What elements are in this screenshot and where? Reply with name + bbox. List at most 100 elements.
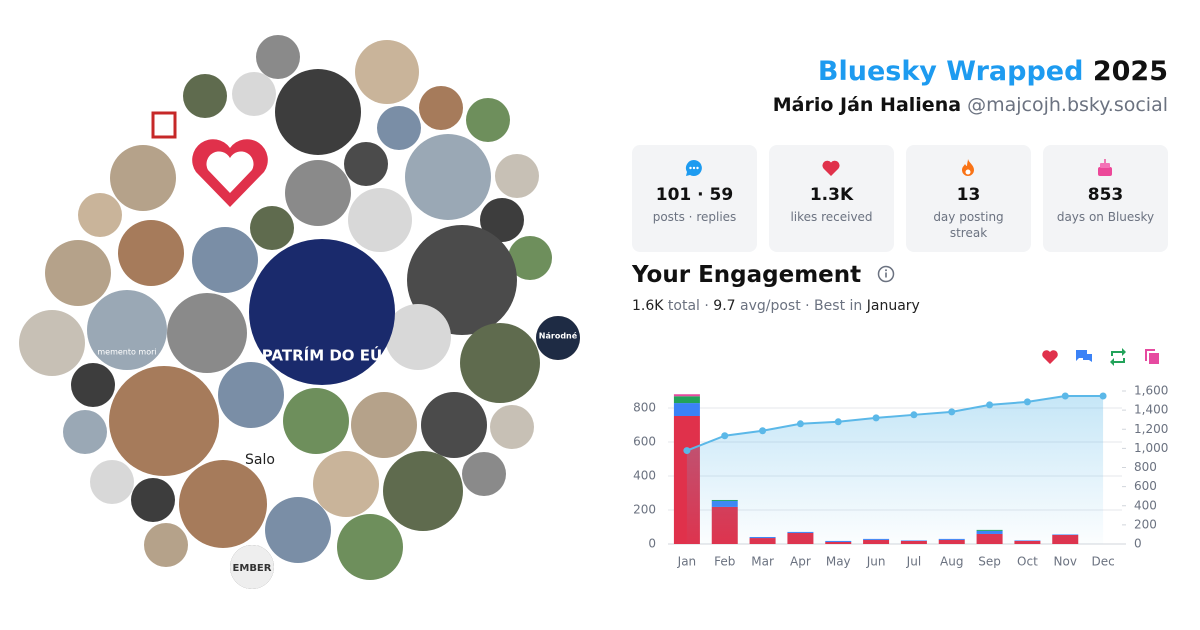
line-point[interactable] (683, 447, 691, 455)
stat-card: 13 day posting streak (906, 145, 1031, 252)
engagement-summary: 1.6K total · 9.7 avg/post · Best in Janu… (632, 298, 920, 314)
avatar[interactable] (144, 523, 188, 567)
x-tick-label: Feb (714, 555, 735, 569)
avg-label: avg/post · Best in (740, 298, 863, 314)
avatar[interactable] (265, 497, 331, 563)
title-year: 2025 (1092, 56, 1168, 87)
x-tick-label: Sep (978, 555, 1001, 569)
avatar[interactable] (419, 86, 463, 130)
cumulative-line (686, 394, 1104, 452)
avatar[interactable] (466, 98, 510, 142)
avatar[interactable] (232, 72, 276, 116)
legend-icon[interactable] (1042, 350, 1058, 364)
line-point[interactable] (834, 418, 842, 426)
y2-tick-label: 400 (1134, 498, 1157, 512)
avatar[interactable] (71, 363, 115, 407)
title: Bluesky Wrapped 2025 (818, 56, 1168, 87)
y2-tick-label: 1,400 (1134, 403, 1168, 417)
avatar[interactable] (275, 69, 361, 155)
x-tick-label: Apr (790, 555, 811, 569)
user-handle[interactable]: @majcojh.bsky.social (967, 94, 1168, 116)
avatar-label: PATRÍM DO EÚ (262, 346, 382, 365)
stat-value: 1.3K (809, 185, 854, 205)
avatar-label: Národné (539, 331, 578, 341)
avatar[interactable] (192, 227, 258, 293)
avatar[interactable] (87, 290, 167, 370)
avatar[interactable] (90, 460, 134, 504)
avatar[interactable] (480, 198, 524, 242)
avatar[interactable] (344, 142, 388, 186)
y2-tick-label: 800 (1134, 460, 1157, 474)
x-tick-label: Jul (906, 555, 921, 569)
line-point[interactable] (796, 420, 804, 428)
avatar[interactable] (179, 460, 267, 548)
line-point[interactable] (986, 401, 994, 409)
legend-icon[interactable] (1145, 349, 1159, 364)
avatar[interactable] (78, 193, 122, 237)
avatar[interactable] (45, 240, 111, 306)
bar-segment (673, 394, 700, 397)
y-tick-label: 600 (633, 435, 656, 449)
y-tick-label: 0 (648, 537, 656, 551)
avatar[interactable] (131, 478, 175, 522)
total-label: total · (667, 298, 709, 314)
avatar[interactable] (256, 35, 300, 79)
line-point[interactable] (948, 408, 956, 416)
stat-label: day posting streak (933, 210, 1004, 240)
y2-tick-label: 1,600 (1134, 384, 1168, 398)
line-point[interactable] (910, 411, 918, 419)
avatar[interactable] (508, 236, 552, 280)
title-text: Bluesky Wrapped (817, 56, 1084, 87)
avatar[interactable] (167, 293, 247, 373)
avatar[interactable] (462, 452, 506, 496)
y2-tick-label: 600 (1134, 479, 1157, 493)
avatar[interactable] (337, 514, 403, 580)
info-icon[interactable] (877, 265, 895, 283)
avatar[interactable] (536, 316, 580, 360)
avatar[interactable] (351, 392, 417, 458)
legend-icon[interactable] (1110, 348, 1126, 366)
avatar[interactable] (383, 451, 463, 531)
avatar-label: memento mori (97, 348, 156, 357)
stat-card: 1.3K likes received (769, 145, 894, 252)
line-point[interactable] (1099, 392, 1107, 400)
avatar[interactable] (285, 160, 351, 226)
avatar[interactable] (460, 323, 540, 403)
avatar[interactable] (407, 225, 517, 335)
avatar[interactable] (313, 451, 379, 517)
avatar[interactable] (250, 206, 294, 250)
line-point[interactable] (1061, 392, 1069, 400)
avatar[interactable] (63, 410, 107, 454)
avatar[interactable] (377, 106, 421, 150)
y2-tick-label: 200 (1134, 517, 1157, 531)
avatar[interactable] (19, 310, 85, 376)
avatar[interactable] (385, 304, 451, 370)
icon (962, 159, 974, 176)
avatar[interactable] (495, 154, 539, 198)
line-point[interactable] (1023, 398, 1031, 406)
line-point[interactable] (872, 414, 880, 422)
avatar[interactable] (218, 362, 284, 428)
avatar[interactable] (490, 405, 534, 449)
line-point[interactable] (721, 432, 729, 440)
x-tick-label: Mar (751, 555, 774, 569)
avatar[interactable] (249, 239, 395, 385)
x-tick-label: Dec (1091, 555, 1114, 569)
avatar[interactable] (405, 134, 491, 220)
stat-label: posts · replies (652, 210, 737, 224)
avatar[interactable] (230, 545, 274, 589)
avatar[interactable] (355, 40, 419, 104)
avatar[interactable] (348, 188, 412, 252)
avatar[interactable] (183, 74, 227, 118)
avatar[interactable] (283, 388, 349, 454)
line-point[interactable] (759, 427, 767, 435)
avatar[interactable] (421, 392, 487, 458)
avatar[interactable] (118, 220, 184, 286)
section-title-text: Your Engagement (632, 262, 862, 288)
avatar[interactable] (109, 366, 219, 476)
x-tick-label: May (826, 555, 851, 569)
y2-tick-label: 1,000 (1134, 441, 1168, 455)
avatar[interactable] (110, 145, 176, 211)
legend-icon[interactable] (1076, 350, 1092, 362)
